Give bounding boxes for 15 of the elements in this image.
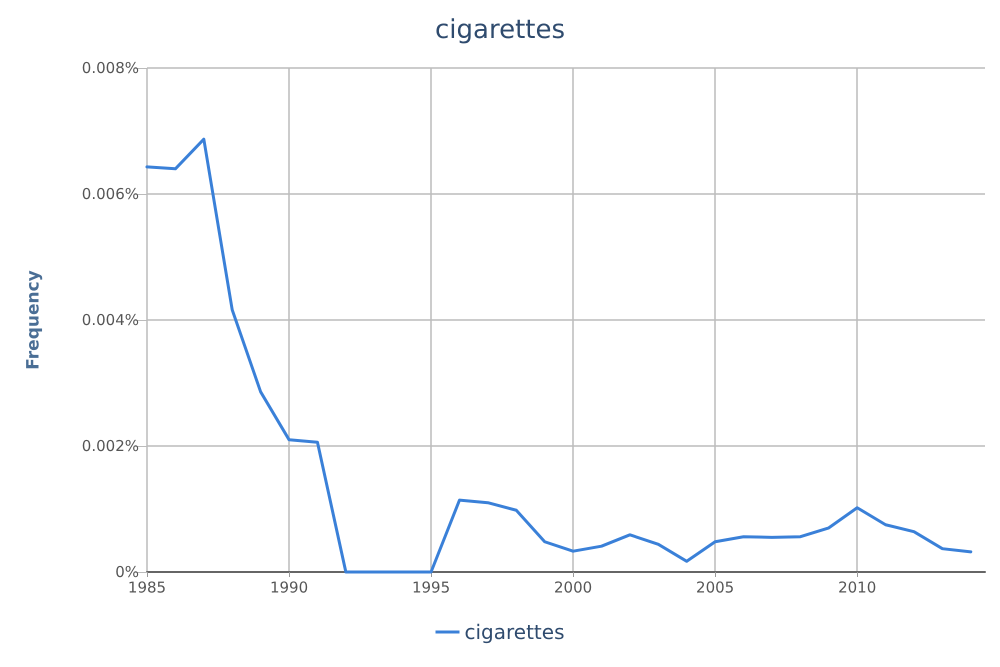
y-tick-label: 0.008% <box>82 59 139 77</box>
y-tick-label: 0.002% <box>82 437 139 455</box>
x-tick-label: 2010 <box>838 578 876 596</box>
y-axis-title: Frequency <box>24 270 44 370</box>
y-tick-label: 0% <box>115 563 139 581</box>
chart-title: cigarettes <box>435 15 565 45</box>
x-tick-label: 1990 <box>270 578 308 596</box>
legend-label: cigarettes <box>464 620 564 644</box>
line-series <box>146 138 972 574</box>
x-tick-label: 1995 <box>412 578 450 596</box>
x-tick-label: 2005 <box>696 578 734 596</box>
y-tick-label: 0.006% <box>82 185 139 203</box>
x-tick-label: 1985 <box>128 578 166 596</box>
x-tick-label: 2000 <box>554 578 592 596</box>
y-tick-label: 0.004% <box>82 311 139 329</box>
